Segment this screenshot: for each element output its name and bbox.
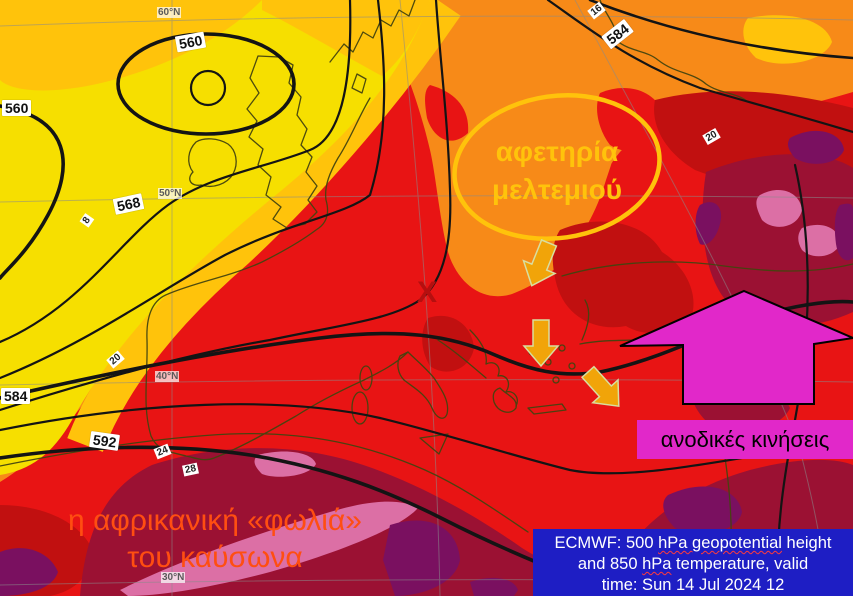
coast-corsica: [359, 365, 373, 391]
purple-patch-e1: [787, 130, 844, 164]
pink-patch-east-2: [798, 224, 840, 257]
contour-584-north: [546, 0, 853, 134]
red-patch-left-of-ellipse: [425, 85, 469, 141]
purple-patch-b3: [663, 486, 742, 534]
coast-sardinia: [351, 391, 369, 425]
coast-greece: [469, 329, 518, 407]
contour-low-center: [189, 69, 227, 107]
heatwave-annotation: η αφρικανική «φωλιά» του καύσωνα: [55, 502, 375, 576]
coast-peloponnese: [492, 387, 517, 413]
heatwave-line-2: του καύσωνα: [127, 541, 303, 574]
contour-568: [0, 0, 352, 344]
meltemi-arrow-3: [580, 365, 620, 408]
caption-line-3: time: Sun 14 Jul 2024 12: [601, 576, 785, 594]
pink-africa-band: [120, 501, 418, 596]
caption-line-1: ECMWF: 500 hPa geopotential height: [533, 533, 853, 554]
caption-line1-underlined: hPa geopotential: [658, 534, 782, 552]
heatwave-line-1: η αφρικανική «φωλιά»: [68, 504, 362, 537]
coast-turkey-west: [581, 299, 590, 341]
coast-italy: [397, 351, 449, 419]
orange-tongue-region: [440, 0, 640, 280]
coast-west-europe-iberia: [145, 97, 409, 461]
coast-island-4: [568, 362, 576, 370]
contour-572: [0, 0, 386, 380]
coast-denmark: [351, 73, 367, 94]
meltemi-annotation: αφετηρία μελτεμιού: [452, 133, 662, 209]
latitude-line-60n: [0, 15, 853, 27]
contour-560-trough: [0, 104, 65, 280]
gold-corner-region: [0, 0, 262, 91]
model-caption: ECMWF: 500 hPa geopotential height and 8…: [533, 529, 853, 596]
meltemi-line-1: αφετηρία: [495, 136, 619, 167]
pink-patch-east-1: [756, 189, 802, 227]
coast-island-3: [558, 344, 566, 352]
caption-line2-pre: and 850: [577, 555, 643, 573]
coast-norway: [329, 0, 416, 63]
coast-island-5: [552, 376, 560, 384]
purple-patch-b2: [470, 577, 518, 596]
purple-patch-e3: [695, 202, 722, 245]
gold-top-band: [262, 0, 430, 76]
coast-ireland: [188, 138, 237, 188]
contour-topright-arc: [588, 0, 853, 60]
purple-patch-b1: [383, 520, 460, 596]
meltemi-line-2: μελτεμιού: [491, 174, 623, 205]
uplift-annotation: ανοδικές κινήσεις: [637, 420, 853, 459]
coast-balkans: [437, 339, 487, 379]
caption-line-2: and 850 hPa temperature, valid: [533, 554, 853, 575]
meltemi-arrow-2: [522, 319, 560, 368]
caption-line2-post: temperature, valid: [671, 555, 809, 573]
meltemi-ellipse: [452, 92, 662, 242]
gold-patch-topright-1: [743, 15, 832, 64]
coast-sicily: [419, 433, 449, 455]
uplift-magenta-arrow: [619, 289, 853, 405]
purple-patch-e2: [834, 203, 853, 261]
caption-line1-post: height: [781, 534, 832, 552]
caption-line1-pre: ECMWF: 500: [554, 534, 659, 552]
meridian-line-2: [399, 0, 441, 596]
meltemi-arrow-1: [522, 239, 558, 287]
meltemi-arrows: [522, 239, 620, 408]
coast-black-sea: [561, 261, 853, 277]
coast-crete: [527, 403, 567, 415]
annotation-graphics-layer: [452, 92, 853, 408]
caption-line2-underlined: hPa: [642, 555, 672, 573]
